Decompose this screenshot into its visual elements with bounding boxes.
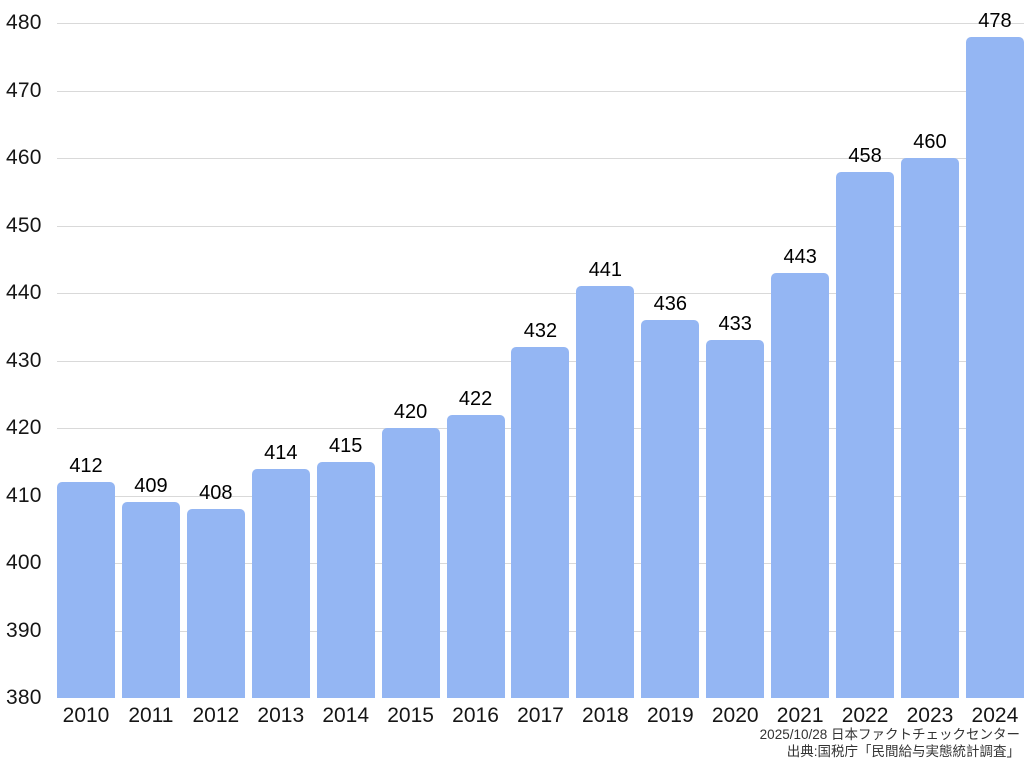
x-axis-tick-label: 2019 [646, 704, 694, 727]
x-axis-tick-label: 2013 [257, 704, 305, 727]
bar-value-label: 478 [978, 9, 1012, 32]
gridline [57, 293, 1024, 294]
bar-group: 432 [511, 23, 570, 698]
y-axis-tick-label: 440 [6, 281, 42, 305]
plot-area: 412 409 408 414 415 420 422 432 441 436 433 443 458 4… [57, 10, 1024, 698]
bar: 432 [511, 320, 570, 698]
x-axis-tick-label: 2024 [971, 704, 1019, 727]
bar-group: 478 [965, 10, 1024, 698]
bar-value-label: 460 [913, 131, 947, 153]
bar-group: 414 [251, 23, 310, 698]
x-axis-tick-label: 2023 [906, 704, 954, 727]
bar: 478 [965, 10, 1024, 698]
y-axis-tick-label: 420 [6, 416, 42, 440]
bar: 443 [771, 246, 830, 698]
bar-group: 408 [186, 23, 245, 698]
bar-group: 441 [576, 23, 635, 698]
x-axis-tick-label: 2016 [452, 704, 499, 727]
bar-group: 436 [641, 23, 700, 698]
bar: 408 [186, 482, 245, 698]
gridline [57, 23, 1024, 24]
bar-value-label: 422 [458, 387, 493, 410]
bar: 415 [316, 435, 375, 698]
x-axis-tick-label: 2011 [128, 704, 174, 727]
bar-value-label: 409 [134, 475, 168, 498]
bar-value-label: 432 [523, 320, 558, 342]
bar-group: 409 [121, 23, 180, 698]
gridline [57, 90, 1024, 92]
bar: 414 [251, 442, 310, 698]
bar-value-label: 415 [329, 434, 363, 457]
y-axis-tick-label: 460 [6, 146, 42, 170]
y-axis-tick-label: 480 [6, 11, 42, 35]
bar: 420 [381, 401, 440, 698]
x-axis-tick-label: 2018 [582, 704, 629, 727]
gridline [57, 225, 1024, 227]
bar: 409 [121, 475, 180, 698]
x-axis-tick-label: 2017 [517, 704, 564, 727]
bar: 458 [836, 145, 895, 698]
bar-group: 420 [381, 23, 440, 698]
x-axis-tick-label: 2010 [62, 704, 110, 727]
bar: 422 [446, 388, 505, 698]
bar: 433 [706, 313, 765, 698]
y-axis-tick-label: 470 [6, 78, 42, 102]
bar-value-label: 408 [199, 482, 233, 504]
bar-group: 443 [771, 23, 830, 698]
bar-value-label: 443 [783, 245, 817, 268]
bar-value-label: 433 [718, 313, 752, 336]
y-axis-tick-label: 410 [6, 483, 42, 507]
bar-value-label: 420 [393, 401, 428, 423]
bar: 412 [57, 455, 115, 698]
bar-value-label: 412 [69, 455, 103, 477]
y-axis-tick-label: 400 [6, 551, 42, 575]
y-axis-labels: 380 390 400 410 420 430 440 450 460 470 480 [0, 12, 57, 708]
bar-group: 412 [57, 23, 115, 698]
bar-group: 415 [316, 23, 375, 698]
bar-value-label: 436 [653, 293, 687, 315]
bar: 441 [576, 259, 635, 698]
credit-block: 2025/10/28 日本ファクトチェックセンター 出典:国税庁「民間給与実態統… [760, 727, 1020, 760]
bar-group: 422 [446, 23, 505, 698]
x-axis-tick-label: 2012 [192, 704, 240, 727]
y-axis-tick-label: 380 [6, 686, 42, 710]
bar-group: 458 [836, 23, 895, 698]
y-axis-tick-label: 390 [6, 618, 42, 642]
bar: 436 [641, 293, 700, 698]
x-axis-tick-label: 2021 [776, 704, 824, 727]
x-axis-tick-label: 2014 [322, 704, 370, 727]
credit-line-citation: 出典:国税庁「民間給与実態統計調査」 [786, 743, 1020, 759]
y-axis-tick-label: 430 [6, 348, 42, 372]
x-axis-tick-label: 2022 [841, 704, 889, 727]
x-axis-tick-label: 2020 [711, 704, 759, 727]
x-axis-labels: 2010 2011 2012 2013 2014 2015 2016 2017 2018 2019… [57, 703, 1024, 728]
bar-value-label: 441 [588, 259, 623, 282]
bar-group: 460 [900, 23, 959, 698]
bar-value-label: 414 [264, 441, 298, 464]
bar-value-label: 458 [848, 144, 882, 167]
credit-line-date-source: 2025/10/28 日本ファクトチェックセンター [759, 727, 1020, 742]
bar-group: 433 [706, 23, 765, 698]
bars: 412 409 408 414 415 420 422 432 441 436 433 443 458 4… [57, 10, 1024, 698]
x-axis-tick-label: 2015 [387, 704, 434, 727]
y-axis-tick-label: 450 [6, 213, 42, 237]
gridline [57, 158, 1024, 159]
bar: 460 [900, 131, 959, 698]
